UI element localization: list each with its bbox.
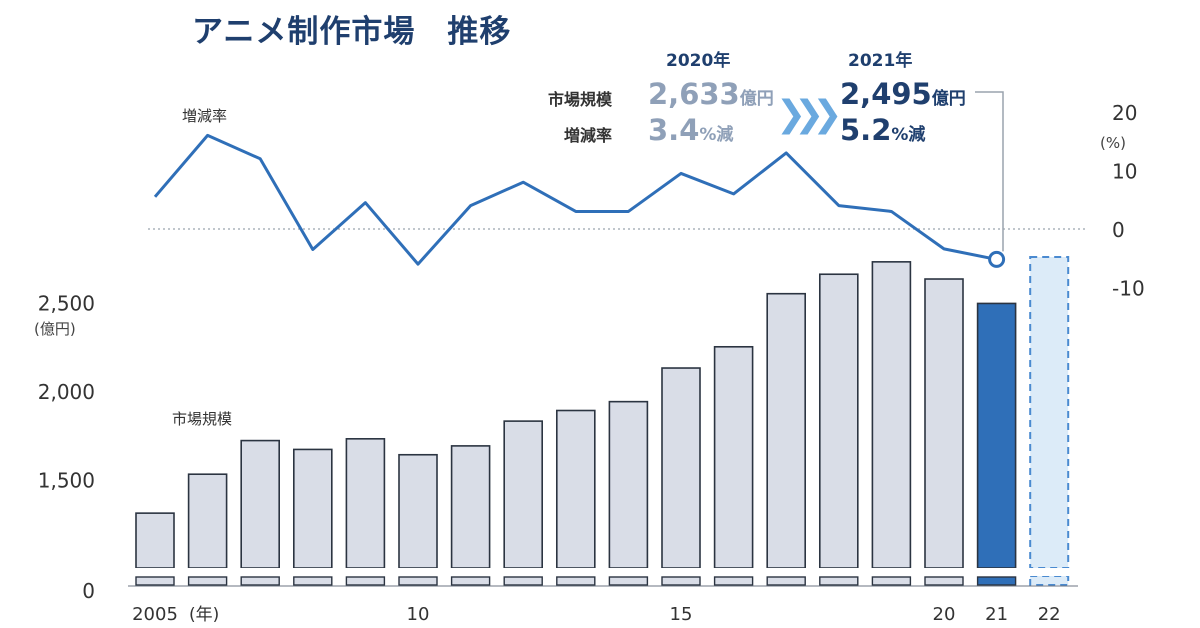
bar-stub-2008	[293, 576, 333, 586]
curr-market-size-unit: 億円	[931, 89, 966, 109]
bar-series-label: 市場規模	[172, 410, 233, 428]
bar-2009	[345, 438, 386, 569]
rate-marker-2021	[988, 250, 1006, 268]
bar-2010	[398, 453, 438, 569]
bar-2007	[240, 439, 280, 569]
bar-2005	[135, 512, 175, 569]
bar-2020	[924, 278, 964, 569]
left-axis-tick-3: 2,500	[38, 292, 95, 316]
curr-rate-value: 5.2	[840, 113, 892, 147]
bar-stub-2015	[661, 576, 701, 586]
prev-rate-value: 3.4	[648, 113, 700, 147]
prev-year-label: 2020年	[666, 51, 731, 71]
prev-rate: 3.4%減	[648, 116, 733, 145]
bar-2013	[555, 409, 596, 569]
x-tick-15: 15	[670, 604, 693, 625]
bar-2021	[976, 302, 1017, 569]
x-tick-2005: 2005	[132, 604, 178, 625]
prev-market-size-value: 2,633	[648, 77, 740, 111]
curr-rate-unit: %減	[891, 125, 926, 145]
right-axis-tick-2: 0	[1112, 218, 1125, 242]
curr-market-size-value: 2,495	[840, 77, 932, 111]
right-axis-tick-3: -10	[1112, 277, 1145, 301]
page-title: アニメ制作市場 推移	[192, 14, 512, 50]
bar-stub-2020	[924, 576, 964, 586]
bar-2012	[503, 420, 544, 569]
left-axis-tick-1: 1,500	[38, 469, 95, 493]
bar-2019	[871, 261, 912, 569]
prev-market-size: 2,633億円	[648, 80, 774, 109]
bar-2017	[766, 292, 807, 569]
prev-rate-unit: %減	[699, 125, 734, 145]
bar-stub-2018	[819, 576, 859, 586]
x-tick-20: 20	[933, 604, 956, 625]
rate-line	[153, 133, 997, 266]
left-axis-tick-0: 0	[82, 579, 95, 603]
bar-2014	[608, 400, 649, 569]
bar-stub-2013	[556, 576, 596, 586]
bar-2018	[818, 273, 859, 569]
bar-stub-2014	[608, 576, 649, 586]
x-tick-10: 10	[407, 604, 430, 625]
x-tick-22: 22	[1038, 604, 1061, 625]
line-series-label: 増減率	[182, 107, 228, 125]
bar-stub-2010	[398, 576, 438, 586]
bar-stub-2019	[871, 576, 912, 586]
bar-stub-2006	[187, 576, 228, 586]
right-axis-tick-1: 10	[1112, 160, 1137, 184]
bar-2022	[1029, 256, 1070, 569]
left-axis-unit: (億円)	[34, 320, 76, 338]
rate-row-label: 増減率	[564, 126, 613, 145]
right-axis-unit: (%)	[1100, 134, 1126, 152]
curr-year-label: 2021年	[848, 51, 913, 71]
bar-stub-2016	[713, 576, 754, 586]
x-tick-21: 21	[985, 604, 1008, 625]
curr-market-size: 2,495億円	[840, 80, 966, 109]
right-axis-tick-0: 20	[1112, 101, 1137, 125]
bar-stub-2007	[240, 576, 280, 586]
bar-stub-2011	[450, 576, 491, 586]
curr-rate: 5.2%減	[840, 116, 925, 145]
callout-connector	[975, 91, 1004, 252]
axis-break-gap	[120, 568, 1080, 576]
x-axis-unit: (年)	[189, 605, 219, 625]
prev-market-size-unit: 億円	[739, 89, 774, 109]
bar-2011	[450, 445, 491, 569]
bar-stub-2021	[976, 576, 1017, 586]
bar-2006	[187, 473, 228, 569]
market-size-row-label: 市場規模	[548, 90, 613, 109]
bar-stub-2017	[766, 576, 806, 586]
bar-2016	[713, 345, 754, 569]
bar-stub-2005	[135, 576, 175, 586]
bar-stub-2012	[503, 576, 543, 586]
bar-2015	[661, 367, 701, 569]
bar-2008	[292, 448, 333, 569]
bar-stub-2009	[345, 576, 386, 586]
bar-stub-2022	[1029, 575, 1070, 586]
left-axis-tick-2: 2,000	[38, 380, 95, 404]
